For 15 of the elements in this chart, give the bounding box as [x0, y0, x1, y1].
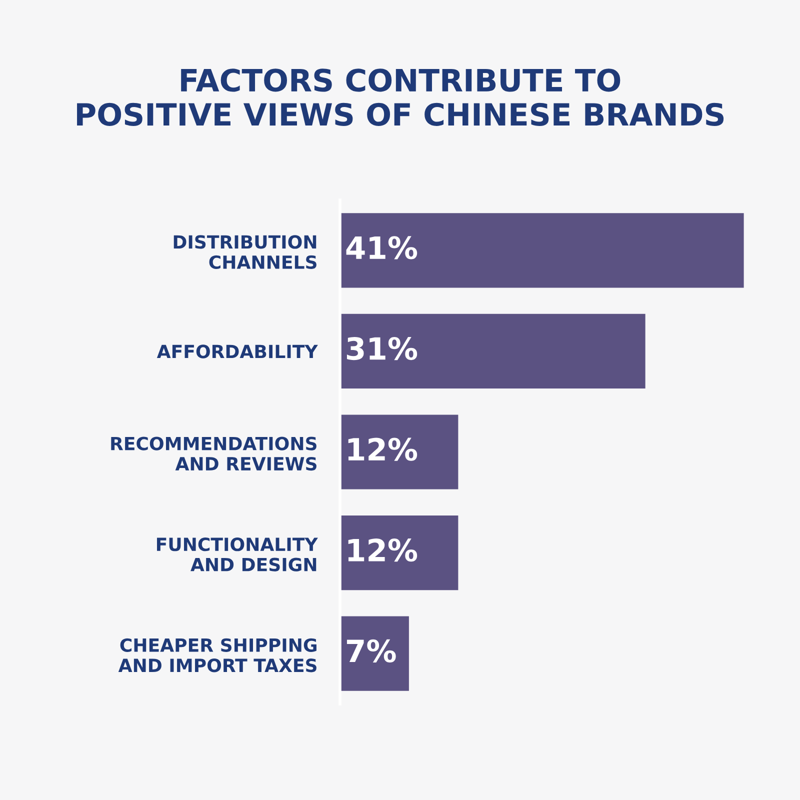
bar	[340, 414, 458, 490]
y-tick-label: FUNCTIONALITY AND DESIGN	[157, 538, 318, 572]
y-tick-label: RECOMMENDATIONS AND REVIEWS	[111, 436, 316, 471]
data-label: 41%	[346, 236, 418, 260]
bar	[340, 516, 458, 590]
data-label: 12%	[348, 538, 418, 562]
data-label: 7%	[346, 639, 396, 662]
data-label: 31%	[346, 336, 418, 360]
bar	[340, 314, 646, 388]
y-tick-label: DISTRIBUTION CHANNELS	[174, 235, 316, 269]
y-tick-label: CHEAPER SHIPPING AND IMPORT TAXES	[118, 638, 316, 672]
data-label: 12%	[348, 438, 418, 461]
chart-title: FACTORS CONTRIBUTE TO POSITIVE VIEWS OF CHINESE BRANDS	[77, 68, 724, 126]
bar	[340, 213, 744, 288]
y-tick-label: AFFORDABILITY	[156, 344, 318, 358]
